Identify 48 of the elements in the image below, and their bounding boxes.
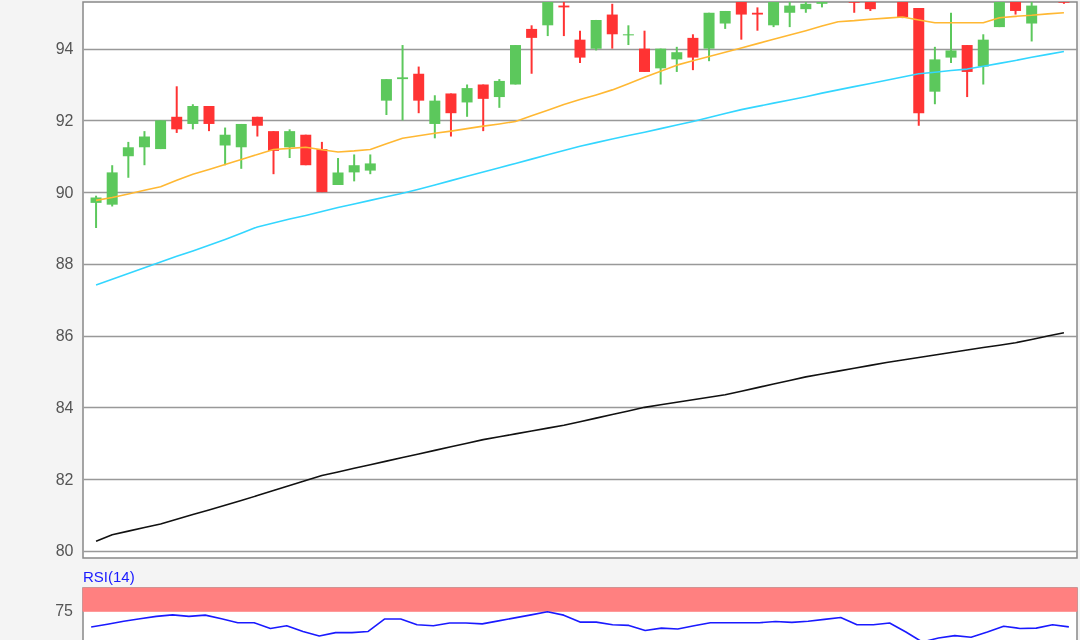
candlestick	[671, 45, 683, 73]
line-series	[95, 50, 1065, 286]
candlestick	[364, 153, 376, 176]
candlestick	[187, 103, 199, 131]
candlestick	[477, 83, 489, 133]
candlestick	[348, 153, 360, 183]
candlestick	[284, 128, 296, 160]
candlestick	[687, 33, 699, 72]
y-tick-label: 94	[55, 40, 74, 58]
candlestick	[735, 1, 747, 41]
candlestick	[574, 29, 586, 64]
y-tick-label: 84	[55, 398, 74, 416]
candlestick	[622, 24, 634, 47]
candlestick	[1026, 1, 1038, 43]
y-tick-label: 92	[55, 111, 74, 129]
candlestick	[493, 78, 505, 109]
candlestick	[122, 140, 134, 179]
candlestick	[945, 11, 957, 64]
candlestick	[784, 1, 796, 29]
candlestick	[751, 6, 763, 32]
text: 75	[55, 602, 74, 620]
line-series	[95, 331, 1065, 542]
candlestick	[332, 157, 344, 186]
candlestick	[219, 126, 231, 167]
y-tick-label: 90	[55, 183, 74, 201]
y-tick-label: 88	[55, 255, 74, 273]
candlestick	[90, 194, 102, 229]
candlestick	[655, 47, 667, 86]
candlestick	[380, 78, 392, 116]
candlestick	[606, 2, 618, 50]
candlestick	[235, 122, 247, 170]
candlestick	[268, 130, 280, 176]
candlestick	[526, 24, 538, 75]
candlestick	[445, 92, 457, 138]
chart-title: RSI(14)	[83, 567, 135, 585]
candlestick	[768, 1, 780, 29]
candlestick	[203, 105, 215, 133]
y-tick-label: 82	[55, 470, 74, 488]
y-tick-label: 86	[55, 327, 74, 345]
candlestick	[639, 29, 651, 73]
candlestick	[171, 85, 183, 134]
candlestick	[429, 94, 441, 140]
candlestick	[461, 83, 473, 118]
candlestick	[397, 44, 409, 122]
candlestick	[542, 1, 554, 38]
candlestick	[848, 1, 860, 14]
y-tick-label: 80	[55, 542, 74, 560]
candlestick	[138, 130, 150, 167]
